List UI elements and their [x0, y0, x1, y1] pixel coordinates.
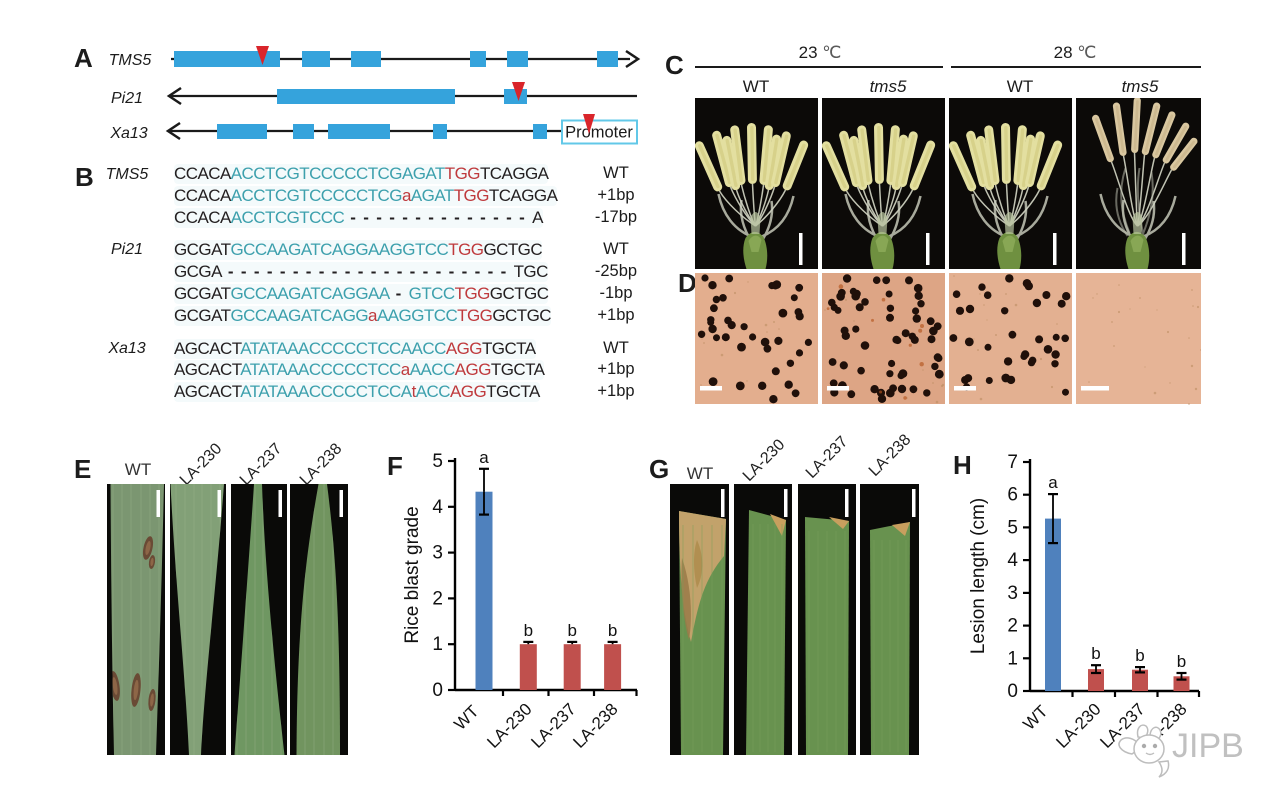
svg-text:b: b — [1091, 644, 1100, 663]
svg-text:JIPB: JIPB — [1172, 727, 1244, 765]
svg-text:2: 2 — [1007, 616, 1018, 637]
svg-text:1: 1 — [1007, 648, 1018, 669]
svg-text:3: 3 — [432, 543, 443, 564]
svg-text:4: 4 — [1007, 550, 1018, 571]
svg-text:1: 1 — [432, 634, 443, 655]
svg-text:LA-238: LA-238 — [569, 700, 621, 752]
svg-text:b: b — [1135, 646, 1144, 665]
svg-text:0: 0 — [1007, 681, 1018, 702]
svg-text:LA-238: LA-238 — [866, 431, 915, 480]
svg-text:b: b — [524, 621, 533, 640]
svg-text:4: 4 — [432, 497, 443, 518]
svg-text:b: b — [1177, 652, 1186, 671]
svg-text:a: a — [479, 450, 489, 467]
svg-text:Rice blast grade: Rice blast grade — [402, 506, 423, 643]
svg-text:LA-230: LA-230 — [177, 440, 226, 488]
svg-text:Lesion length (cm): Lesion length (cm) — [968, 498, 989, 654]
svg-text:a: a — [1048, 473, 1058, 492]
svg-text:LA-237: LA-237 — [237, 440, 286, 488]
svg-text:2: 2 — [432, 588, 443, 609]
svg-text:3: 3 — [1007, 583, 1018, 604]
svg-text:LA-230: LA-230 — [740, 436, 789, 484]
svg-text:6: 6 — [1007, 485, 1018, 506]
svg-text:WT: WT — [1019, 702, 1051, 734]
svg-text:b: b — [567, 621, 576, 640]
svg-text:LA-237: LA-237 — [527, 700, 579, 752]
svg-text:LA-238: LA-238 — [297, 440, 346, 488]
svg-text:7: 7 — [1007, 452, 1018, 473]
svg-text:5: 5 — [1007, 517, 1018, 538]
svg-text:5: 5 — [432, 451, 443, 472]
svg-text:LA-230: LA-230 — [483, 700, 535, 752]
svg-text:LA-237: LA-237 — [803, 433, 852, 482]
svg-text:LA-230: LA-230 — [1052, 700, 1104, 752]
svg-text:Promoter: Promoter — [565, 124, 633, 142]
svg-text:b: b — [608, 621, 617, 640]
svg-text:0: 0 — [432, 680, 443, 701]
svg-text:WT: WT — [450, 702, 482, 734]
